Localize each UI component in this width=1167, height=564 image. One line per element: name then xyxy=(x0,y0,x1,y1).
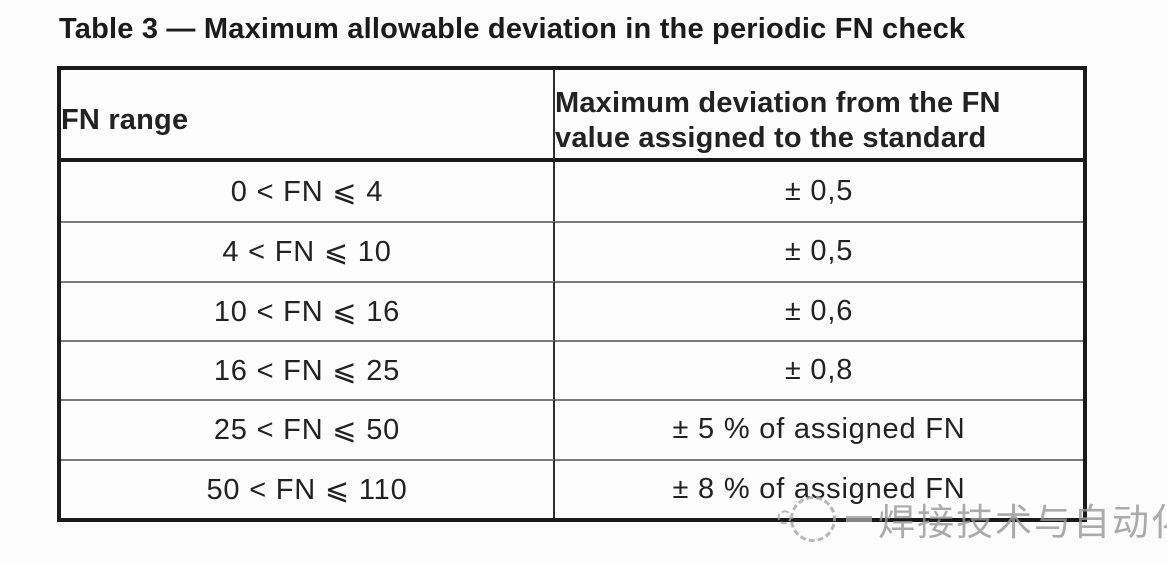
header-max-deviation-line2: value assigned to the standard xyxy=(555,121,987,154)
header-fn-range-label: FN range xyxy=(61,104,189,137)
cell-fn-range: 50 < FN ⩽ 110 xyxy=(61,458,555,518)
cell-fn-range: 10 < FN ⩽ 16 xyxy=(61,280,555,340)
fn-deviation-table: FN range Maximum deviation from the FN v… xyxy=(57,66,1087,522)
watermark-dash xyxy=(846,516,872,522)
watermark: 焊接技术与自动化 xyxy=(784,490,1167,548)
cell-fn-range: 25 < FN ⩽ 50 xyxy=(61,399,555,459)
cell-deviation: ± 0,5 xyxy=(784,175,854,208)
cell-fn-range: 4 < FN ⩽ 10 xyxy=(61,221,555,281)
header-fn-range: FN range xyxy=(61,70,555,162)
header-max-deviation: Maximum deviation from the FN value assi… xyxy=(555,70,1083,162)
watermark-logo-icon xyxy=(784,490,842,548)
cell-deviation: ± 0,6 xyxy=(555,280,1083,340)
header-max-deviation-line1: Maximum deviation from the FN xyxy=(555,86,1001,119)
cell-fn-range: 0 < FN ⩽ 4 xyxy=(61,162,555,222)
table-caption: Table 3 — Maximum allowable deviation in… xyxy=(59,13,966,45)
cell-deviation: ± 0,8 xyxy=(555,339,1083,399)
cell-deviation: ± 0,5 xyxy=(555,221,1083,280)
cell-deviation: ± 5 % of assigned FN xyxy=(555,399,1083,458)
cell-fn-range: 16 < FN ⩽ 25 xyxy=(61,339,555,400)
watermark-text: 焊接技术与自动化 xyxy=(878,501,1167,544)
